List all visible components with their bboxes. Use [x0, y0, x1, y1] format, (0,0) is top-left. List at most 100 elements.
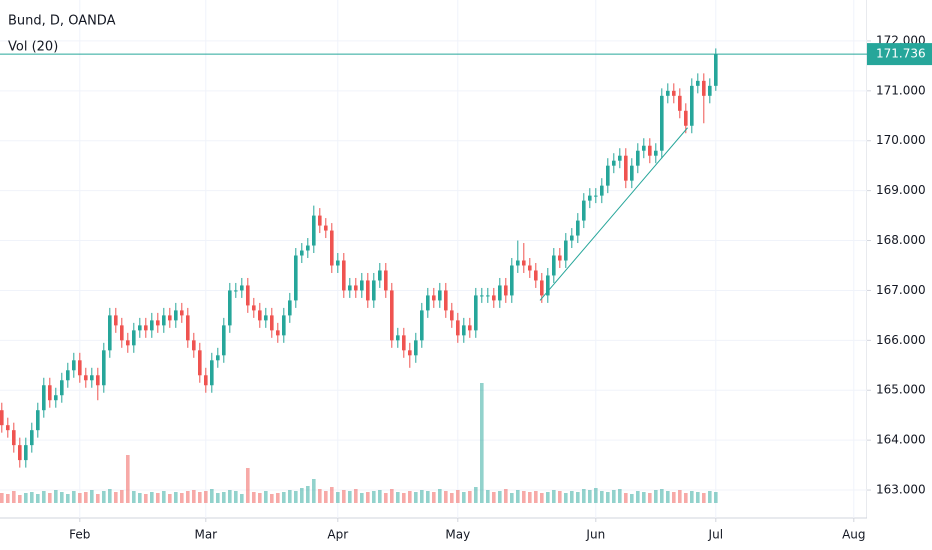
candle-body [354, 285, 358, 291]
candle-body [186, 315, 190, 341]
candle-body [498, 285, 502, 301]
volume-bar [402, 493, 406, 503]
candle-body [240, 285, 244, 291]
candle-body [642, 145, 646, 151]
volume-bar [66, 494, 70, 503]
candle-body [222, 325, 226, 356]
candle-body [288, 300, 292, 316]
volume-bar [126, 455, 130, 503]
volume-bar [678, 490, 682, 503]
candle-body [360, 280, 364, 291]
candle-body [192, 340, 196, 351]
candle-body [444, 290, 448, 311]
volume-bar [48, 493, 52, 503]
volume-bar [468, 491, 472, 503]
candle-body [132, 330, 136, 346]
volume-bar [654, 490, 658, 503]
volume-bar [336, 492, 340, 503]
y-tick-label: 168.000 [876, 233, 926, 247]
x-tick-label: Apr [327, 528, 348, 542]
candle-body [66, 370, 70, 381]
volume-bar [576, 492, 580, 503]
volume-bar [162, 491, 166, 503]
volume-bar [198, 492, 202, 503]
x-tick-label: May [445, 528, 470, 542]
candle-body [402, 335, 406, 351]
candle-body [648, 145, 652, 156]
candle-body [432, 295, 436, 301]
volume-bar [492, 492, 496, 503]
volume-bar [192, 490, 196, 503]
volume-bar [360, 493, 364, 503]
candle-body [612, 160, 616, 166]
candle-body [702, 80, 706, 96]
y-tick-label: 167.000 [876, 283, 926, 297]
candle-body [204, 375, 208, 386]
candle-body [426, 295, 430, 311]
y-tick-label: 171.000 [876, 83, 926, 97]
candle-body [48, 385, 52, 401]
candle-body [228, 290, 232, 326]
volume-bar [438, 489, 442, 503]
volume-bar [156, 493, 160, 503]
volume-bar [246, 468, 250, 503]
candle-body [6, 425, 10, 431]
volume-bar [702, 493, 706, 503]
volume-bar [552, 490, 556, 503]
y-tick-label: 164.000 [876, 433, 926, 447]
candle-body [474, 295, 478, 331]
x-tick-label: Jun [585, 528, 605, 542]
candle-body [306, 245, 310, 251]
volume-bar [564, 493, 568, 503]
candle-body [30, 430, 34, 446]
candle-body [348, 285, 352, 291]
volume-bar [30, 492, 34, 503]
candle-body [666, 90, 670, 96]
volume-bar [0, 493, 4, 503]
candle-body [0, 410, 4, 426]
volume-bar [228, 490, 232, 503]
candle-body [300, 250, 304, 256]
volume-bar [516, 490, 520, 503]
candle-body [564, 240, 568, 261]
volume-bar [132, 491, 136, 503]
candle-body [138, 325, 142, 331]
candle-body [438, 290, 442, 301]
volume-bar [630, 494, 634, 503]
candle-body [60, 380, 64, 396]
volume-bar [24, 493, 28, 503]
chart-title: Bund, D, OANDA [8, 14, 116, 29]
candle-body [150, 320, 154, 331]
candle-body [456, 320, 460, 336]
candle-body [342, 260, 346, 291]
volume-bar [342, 490, 346, 503]
volume-bar [108, 489, 112, 503]
candle-body [282, 315, 286, 336]
volume-bar [78, 493, 82, 503]
volume-bar [288, 490, 292, 503]
volume-bar [18, 495, 22, 503]
volume-bar [522, 491, 526, 503]
candle-body [678, 95, 682, 111]
candle-body [414, 340, 418, 356]
candle-body [570, 235, 574, 241]
volume-bar [708, 491, 712, 503]
volume-bar [180, 493, 184, 503]
price-axis [867, 0, 932, 518]
grid [0, 0, 867, 518]
candle-body [270, 315, 274, 331]
candle-body [90, 375, 94, 381]
candle-body [624, 155, 628, 181]
volume-bar [648, 493, 652, 503]
volume-bar [306, 486, 310, 503]
volume-bar [366, 492, 370, 503]
volume-bar [42, 491, 46, 503]
volume-bar [234, 491, 238, 503]
volume-bar [684, 493, 688, 503]
volume-bar [558, 491, 562, 503]
volume-bar [114, 492, 118, 503]
volume-bar [450, 493, 454, 503]
volume-bar [606, 492, 610, 503]
volume-bar [324, 491, 328, 503]
